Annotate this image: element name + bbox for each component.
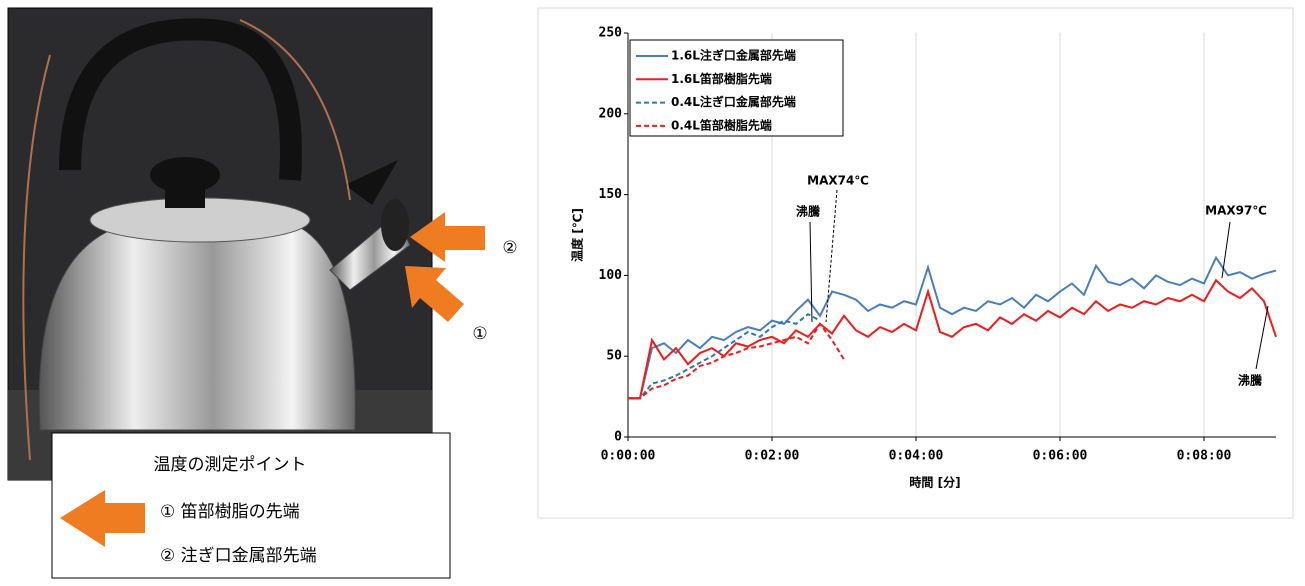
x-tick-label: 0:02:00 <box>745 449 800 464</box>
annotation: MAX97℃ <box>1205 204 1267 218</box>
figure: ② ① 温度の測定ポイント ① 笛部樹脂の先端 ② 注ぎ口金属部先端 0 50 10… <box>0 0 1305 586</box>
legend-label: 1.6L注ぎ口金属部先端 <box>671 48 796 63</box>
photo <box>8 8 432 480</box>
point-legend-item: ① 笛部樹脂の先端 <box>160 502 300 522</box>
annotation: 沸騰 <box>1238 373 1263 388</box>
point-legend-title: 温度の測定ポイント <box>154 455 307 475</box>
x-axis-title: 時間 [分] <box>909 475 960 490</box>
y-tick-label: 50 <box>606 349 622 364</box>
y-tick-label: 250 <box>599 26 623 41</box>
y-tick-label: 0 <box>614 430 622 445</box>
marker-label: ② <box>502 238 517 258</box>
y-tick-label: 150 <box>599 187 623 202</box>
marker-label: ① <box>472 324 487 344</box>
x-tick-label: 0:06:00 <box>1033 449 1088 464</box>
legend-label: 0.4L注ぎ口金属部先端 <box>671 94 796 109</box>
x-tick-label: 0:00:00 <box>601 449 656 464</box>
y-tick-label: 200 <box>599 106 623 121</box>
point-legend-item: ② 注ぎ口金属部先端 <box>160 546 317 566</box>
y-axis-title: 温度 [℃] <box>570 208 585 262</box>
legend-label: 1.6L笛部樹脂先端 <box>671 71 772 86</box>
y-tick-label: 100 <box>599 268 623 283</box>
legend-label: 0.4L笛部樹脂先端 <box>671 117 772 132</box>
x-tick-label: 0:08:00 <box>1177 449 1232 464</box>
annotation: 沸騰 <box>796 204 821 219</box>
annotation: MAX74℃ <box>807 174 869 188</box>
x-tick-label: 0:04:00 <box>889 449 944 464</box>
